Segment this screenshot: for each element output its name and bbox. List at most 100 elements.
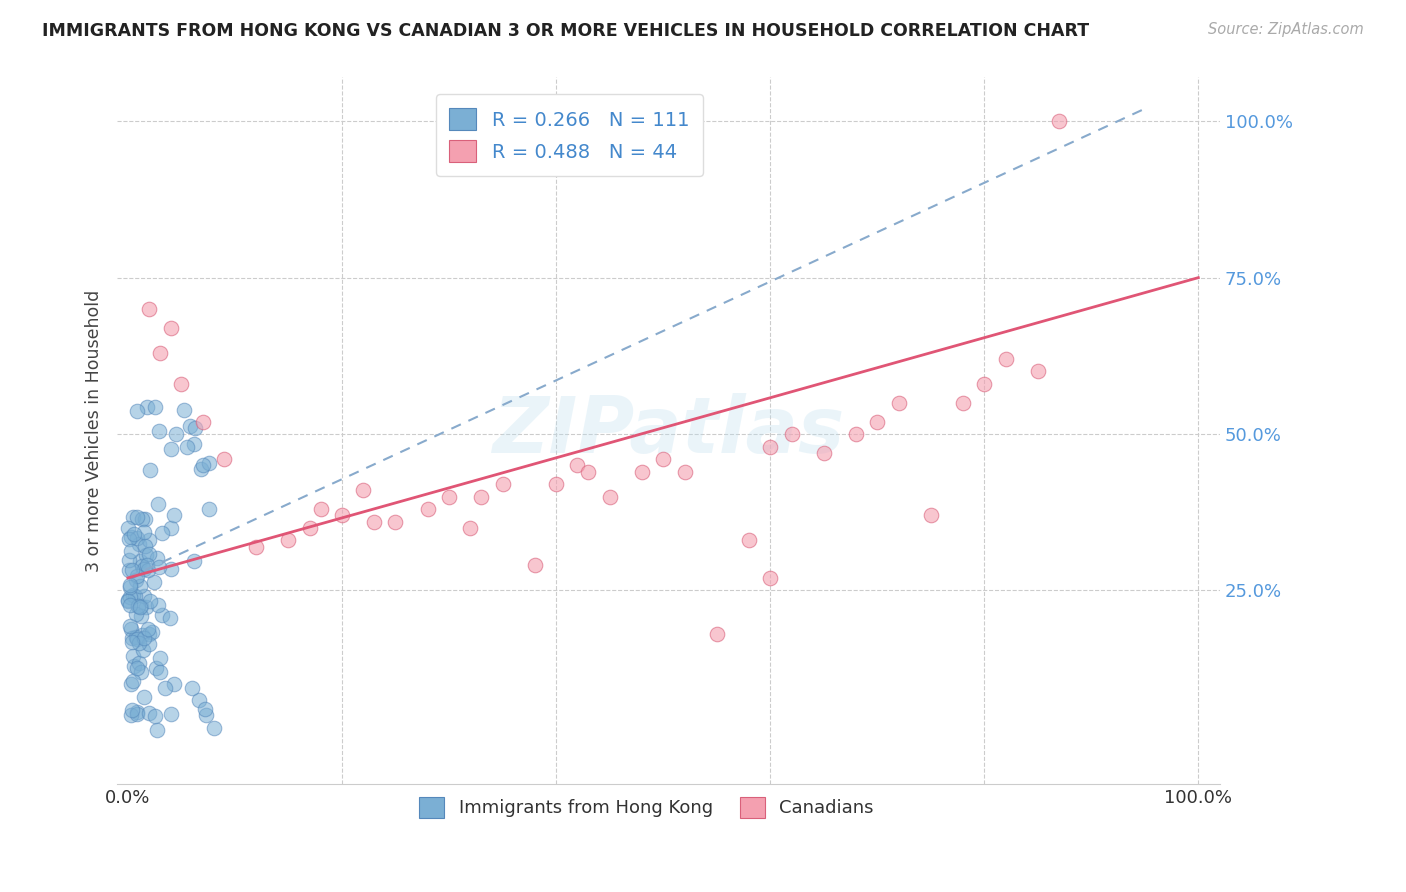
Point — [117, 593, 139, 607]
Point — [125, 630, 148, 644]
Point — [117, 552, 139, 566]
Y-axis label: 3 or more Vehicles in Household: 3 or more Vehicles in Household — [86, 290, 103, 572]
Point — [759, 571, 782, 585]
Point — [165, 427, 187, 442]
Point — [599, 490, 621, 504]
Point — [706, 627, 728, 641]
Point — [149, 665, 172, 679]
Point — [146, 497, 169, 511]
Point — [470, 490, 492, 504]
Point — [121, 631, 143, 645]
Point — [128, 579, 150, 593]
Point — [952, 396, 974, 410]
Point — [125, 661, 148, 675]
Point — [135, 549, 157, 563]
Point — [125, 569, 148, 583]
Point — [162, 508, 184, 522]
Point — [173, 402, 195, 417]
Point — [120, 544, 142, 558]
Point — [118, 578, 141, 592]
Point — [125, 632, 148, 646]
Point — [384, 515, 406, 529]
Point — [141, 624, 163, 639]
Point — [245, 540, 267, 554]
Point — [1047, 114, 1070, 128]
Point — [866, 415, 889, 429]
Point — [460, 521, 482, 535]
Point — [176, 440, 198, 454]
Point — [1026, 364, 1049, 378]
Point — [298, 521, 321, 535]
Point — [136, 563, 159, 577]
Point — [181, 681, 204, 695]
Point — [148, 559, 170, 574]
Point — [122, 526, 145, 541]
Point — [134, 562, 156, 576]
Point — [131, 512, 153, 526]
Point — [135, 600, 157, 615]
Point — [132, 643, 155, 657]
Point — [437, 490, 460, 504]
Point — [138, 706, 160, 721]
Point — [146, 598, 169, 612]
Point — [148, 651, 170, 665]
Point — [145, 723, 167, 738]
Point — [738, 533, 761, 548]
Point — [143, 575, 166, 590]
Point — [121, 509, 143, 524]
Point — [143, 401, 166, 415]
Point — [163, 677, 186, 691]
Point — [194, 708, 217, 723]
Point — [125, 705, 148, 719]
Point — [118, 619, 141, 633]
Point — [576, 465, 599, 479]
Point — [118, 563, 141, 577]
Point — [183, 554, 205, 568]
Point — [127, 599, 149, 614]
Point — [121, 635, 143, 649]
Point — [194, 702, 217, 716]
Point — [118, 533, 141, 547]
Point — [630, 465, 652, 479]
Point — [128, 554, 150, 568]
Point — [202, 721, 225, 735]
Point — [159, 611, 181, 625]
Point — [139, 594, 162, 608]
Point — [121, 703, 143, 717]
Point — [128, 537, 150, 551]
Point — [120, 530, 142, 544]
Point — [136, 400, 159, 414]
Point — [128, 636, 150, 650]
Point — [920, 508, 942, 523]
Point — [159, 320, 181, 334]
Point — [146, 551, 169, 566]
Point — [129, 600, 152, 615]
Point — [416, 502, 439, 516]
Point — [138, 627, 160, 641]
Point — [120, 677, 142, 691]
Point — [567, 458, 589, 473]
Point — [138, 533, 160, 547]
Point — [124, 589, 146, 603]
Point — [120, 598, 142, 612]
Point — [352, 483, 374, 498]
Point — [145, 661, 167, 675]
Point — [759, 440, 782, 454]
Point — [132, 690, 155, 704]
Point — [122, 659, 145, 673]
Point — [128, 657, 150, 671]
Point — [191, 415, 214, 429]
Point — [523, 558, 546, 573]
Point — [159, 442, 181, 457]
Point — [125, 706, 148, 721]
Point — [813, 446, 835, 460]
Text: Source: ZipAtlas.com: Source: ZipAtlas.com — [1208, 22, 1364, 37]
Point — [183, 437, 205, 451]
Point — [121, 563, 143, 577]
Point — [125, 404, 148, 418]
Point — [134, 539, 156, 553]
Point — [184, 420, 207, 434]
Point — [155, 681, 177, 696]
Legend: Immigrants from Hong Kong, Canadians: Immigrants from Hong Kong, Canadians — [412, 789, 882, 825]
Point — [673, 465, 696, 479]
